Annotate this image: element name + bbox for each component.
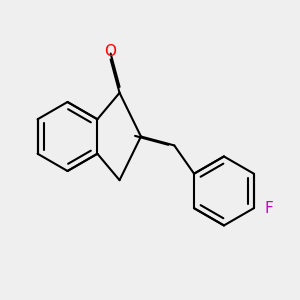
Text: O: O xyxy=(105,44,117,59)
Text: F: F xyxy=(264,201,273,216)
